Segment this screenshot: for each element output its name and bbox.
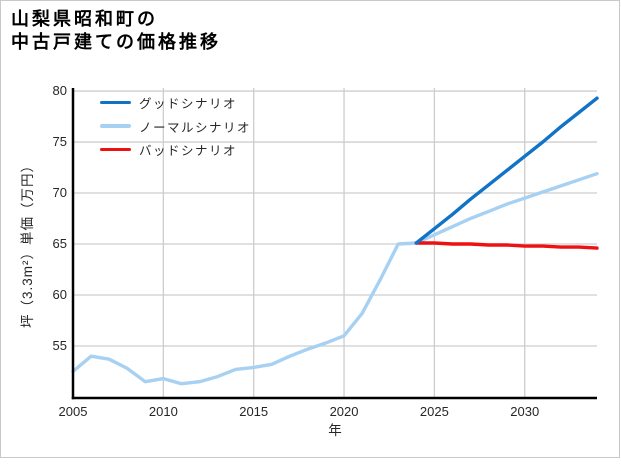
legend-label-normal: ノーマルシナリオ — [139, 120, 252, 135]
x-axis-label: 年 — [328, 423, 342, 438]
legend-item-good: グッドシナリオ — [100, 91, 251, 114]
legend-item-bad: バッドシナリオ — [100, 138, 251, 161]
x-tick-label-2020: 2020 — [329, 404, 359, 419]
bad-scenario-line-swatch — [100, 147, 131, 152]
series-line-bad — [414, 241, 599, 250]
x-tick-label-2015: 2015 — [239, 404, 269, 419]
legend-item-normal: ノーマルシナリオ — [100, 114, 251, 137]
y-tick-label-80: 80 — [52, 83, 67, 99]
x-tick-label-2030: 2030 — [510, 404, 540, 419]
series-line-normal — [71, 171, 599, 386]
y-tick-label-60: 60 — [52, 287, 67, 302]
good-scenario-line-swatch — [100, 100, 131, 105]
x-tick-label-2010: 2010 — [148, 404, 178, 419]
y-tick-label-55: 55 — [52, 337, 67, 353]
y-tick-label-75: 75 — [52, 134, 67, 150]
legend-label-bad: バッドシナリオ — [139, 143, 238, 158]
y-tick-label-65: 65 — [52, 236, 67, 252]
y-tick-label-70: 70 — [52, 185, 67, 201]
x-tick-label-2025: 2025 — [419, 404, 449, 419]
x-tick-label-2005: 2005 — [58, 404, 88, 419]
chart-title: 山梨県昭和町の 中古戸建ての価格推移 — [11, 9, 221, 52]
legend: グッドシナリオ ノーマルシナリオ バッドシナリオ — [100, 91, 251, 161]
legend-label-good: グッドシナリオ — [139, 97, 238, 112]
normal-scenario-line-swatch — [100, 124, 131, 128]
series-line-good — [414, 96, 599, 245]
